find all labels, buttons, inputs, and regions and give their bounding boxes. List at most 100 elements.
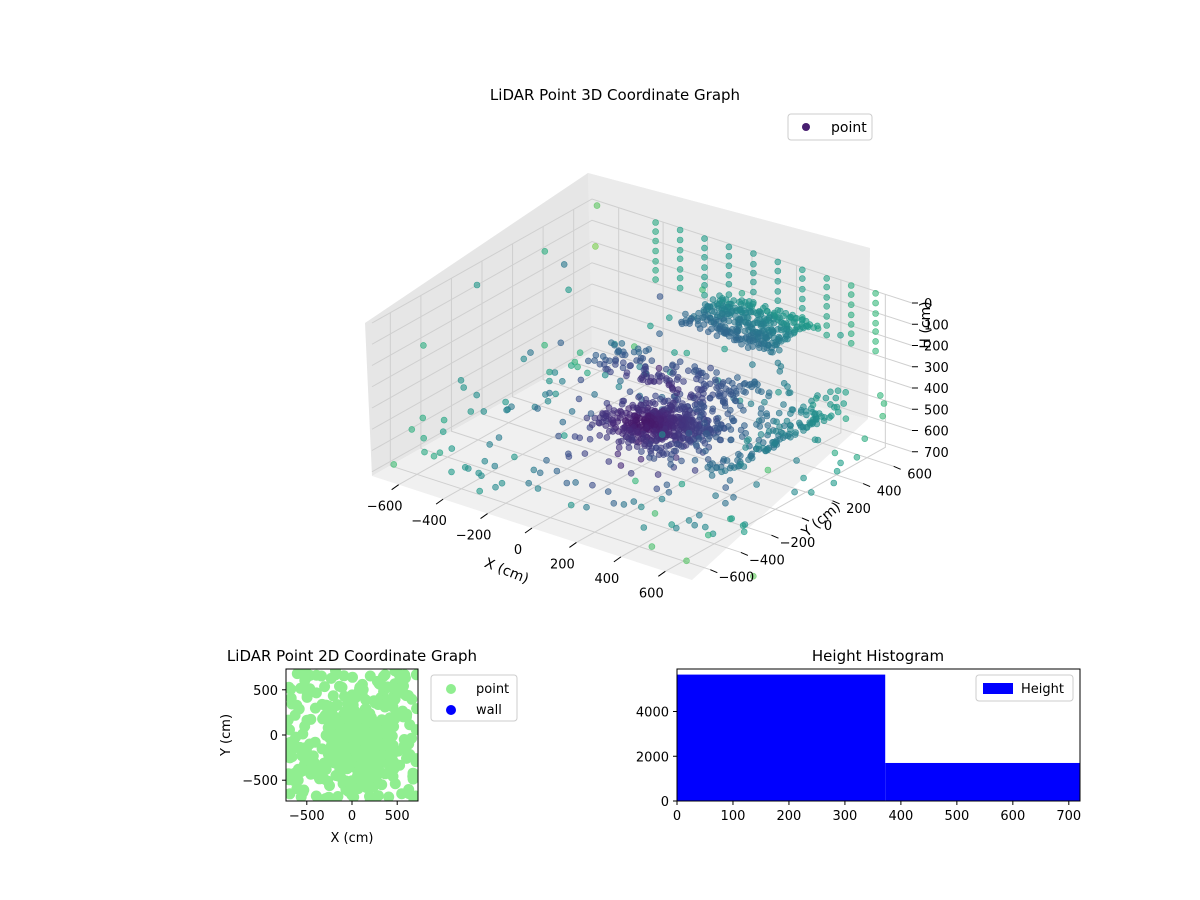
point-2d [309, 736, 321, 748]
point-3d [770, 319, 778, 327]
chart-3d: LiDAR Point 3D Coordinate Graph −600 −400… [365, 86, 949, 601]
point-3d [574, 363, 581, 371]
point-3d [774, 277, 782, 285]
x-tick-label-histogram: 300 [833, 809, 858, 824]
point-3d [823, 283, 831, 291]
point-3d [614, 348, 621, 356]
x-tick-label-3d: 0 [514, 543, 522, 558]
point-3d [693, 375, 700, 383]
point-3d [637, 503, 645, 511]
point-3d [541, 248, 549, 255]
point-3d [765, 392, 772, 400]
point-3d [704, 463, 712, 471]
point-3d [663, 481, 671, 489]
point-3d [652, 276, 659, 283]
point-3d [615, 383, 623, 391]
point-2d [286, 683, 297, 695]
point-2d [332, 791, 344, 801]
chart-histogram: Height Histogram 0 100 200 300 400 500 600 7000… [636, 647, 1081, 824]
point-3d [559, 418, 567, 426]
point-3d [834, 387, 842, 395]
point-3d [625, 439, 632, 446]
point-3d [742, 444, 749, 451]
point-3d [720, 456, 728, 463]
grid-line-z [371, 283, 913, 409]
y-tick-3d [862, 483, 871, 488]
z-tick-label-3d: 400 [924, 382, 949, 397]
point-3d [491, 462, 499, 470]
point-3d [678, 480, 686, 488]
point-3d [750, 269, 757, 277]
point-3d [665, 314, 673, 322]
point-3d [684, 367, 692, 375]
x-tick-label-histogram: 0 [673, 809, 681, 824]
x-tick-label-histogram: 100 [721, 809, 746, 824]
point-3d [615, 438, 623, 446]
point-3d [708, 472, 716, 479]
point-3d [583, 503, 590, 511]
point-3d [614, 450, 622, 458]
point-3d [739, 522, 747, 529]
point-3d [637, 375, 644, 383]
point-3d [776, 423, 783, 431]
point-3d [581, 450, 589, 457]
point-3d [797, 406, 805, 414]
point-3d [831, 449, 839, 457]
legend-2d-label-wall: wall [476, 703, 502, 718]
point-3d [658, 431, 666, 438]
point-3d [756, 423, 764, 430]
point-3d [683, 557, 690, 565]
point-3d [847, 339, 855, 347]
point-3d [672, 524, 680, 532]
point-3d [711, 376, 719, 384]
point-3d [814, 436, 822, 444]
point-3d [448, 468, 455, 476]
x-tick-3d [391, 484, 399, 491]
point-3d [592, 243, 599, 250]
point-2d [287, 735, 299, 747]
point-3d [525, 479, 533, 487]
point-3d [753, 445, 760, 453]
y-tick-label-3d: −400 [749, 553, 785, 568]
point-2d [352, 783, 364, 795]
point-3d [842, 388, 850, 396]
point-3d [725, 280, 733, 288]
point-2d [400, 690, 412, 702]
ticks-histogram: 0 100 200 300 400 500 600 700 0 2000 4000 [636, 706, 1081, 824]
point-3d [775, 346, 783, 354]
point-3d [755, 436, 763, 444]
point-3d [800, 427, 807, 434]
point-3d [552, 390, 560, 398]
point-3d [704, 531, 712, 539]
point-2d [364, 670, 376, 682]
point-3d [722, 499, 729, 507]
point-3d [747, 400, 755, 408]
point-3d [764, 466, 772, 474]
point-2d [286, 788, 296, 800]
point-3d [527, 349, 534, 356]
point-3d [737, 460, 745, 468]
point-2d [325, 744, 337, 756]
histogram-title: Height Histogram [812, 647, 944, 665]
point-2d [356, 749, 368, 761]
point-2d [411, 703, 418, 715]
point-3d [876, 392, 884, 399]
y-tick-3d [832, 500, 840, 505]
point-3d [744, 344, 752, 352]
point-3d [753, 481, 760, 488]
point-3d [702, 430, 710, 438]
point-3d [837, 331, 844, 339]
legend-histogram-swatch [983, 683, 1013, 694]
point-3d [638, 448, 645, 455]
x-tick-label-histogram: 500 [944, 809, 969, 824]
point-2d [410, 724, 418, 736]
point-2d [341, 722, 353, 734]
point-3d [783, 417, 791, 425]
point-2d [319, 681, 331, 693]
y-tick-label-histogram: 4000 [636, 706, 669, 721]
point-3d [707, 364, 714, 372]
x-tick-label-histogram: 700 [1056, 809, 1081, 824]
point-3d [872, 338, 879, 345]
point-3d [750, 278, 757, 286]
chart-2d-title: LiDAR Point 2D Coordinate Graph [227, 647, 477, 665]
